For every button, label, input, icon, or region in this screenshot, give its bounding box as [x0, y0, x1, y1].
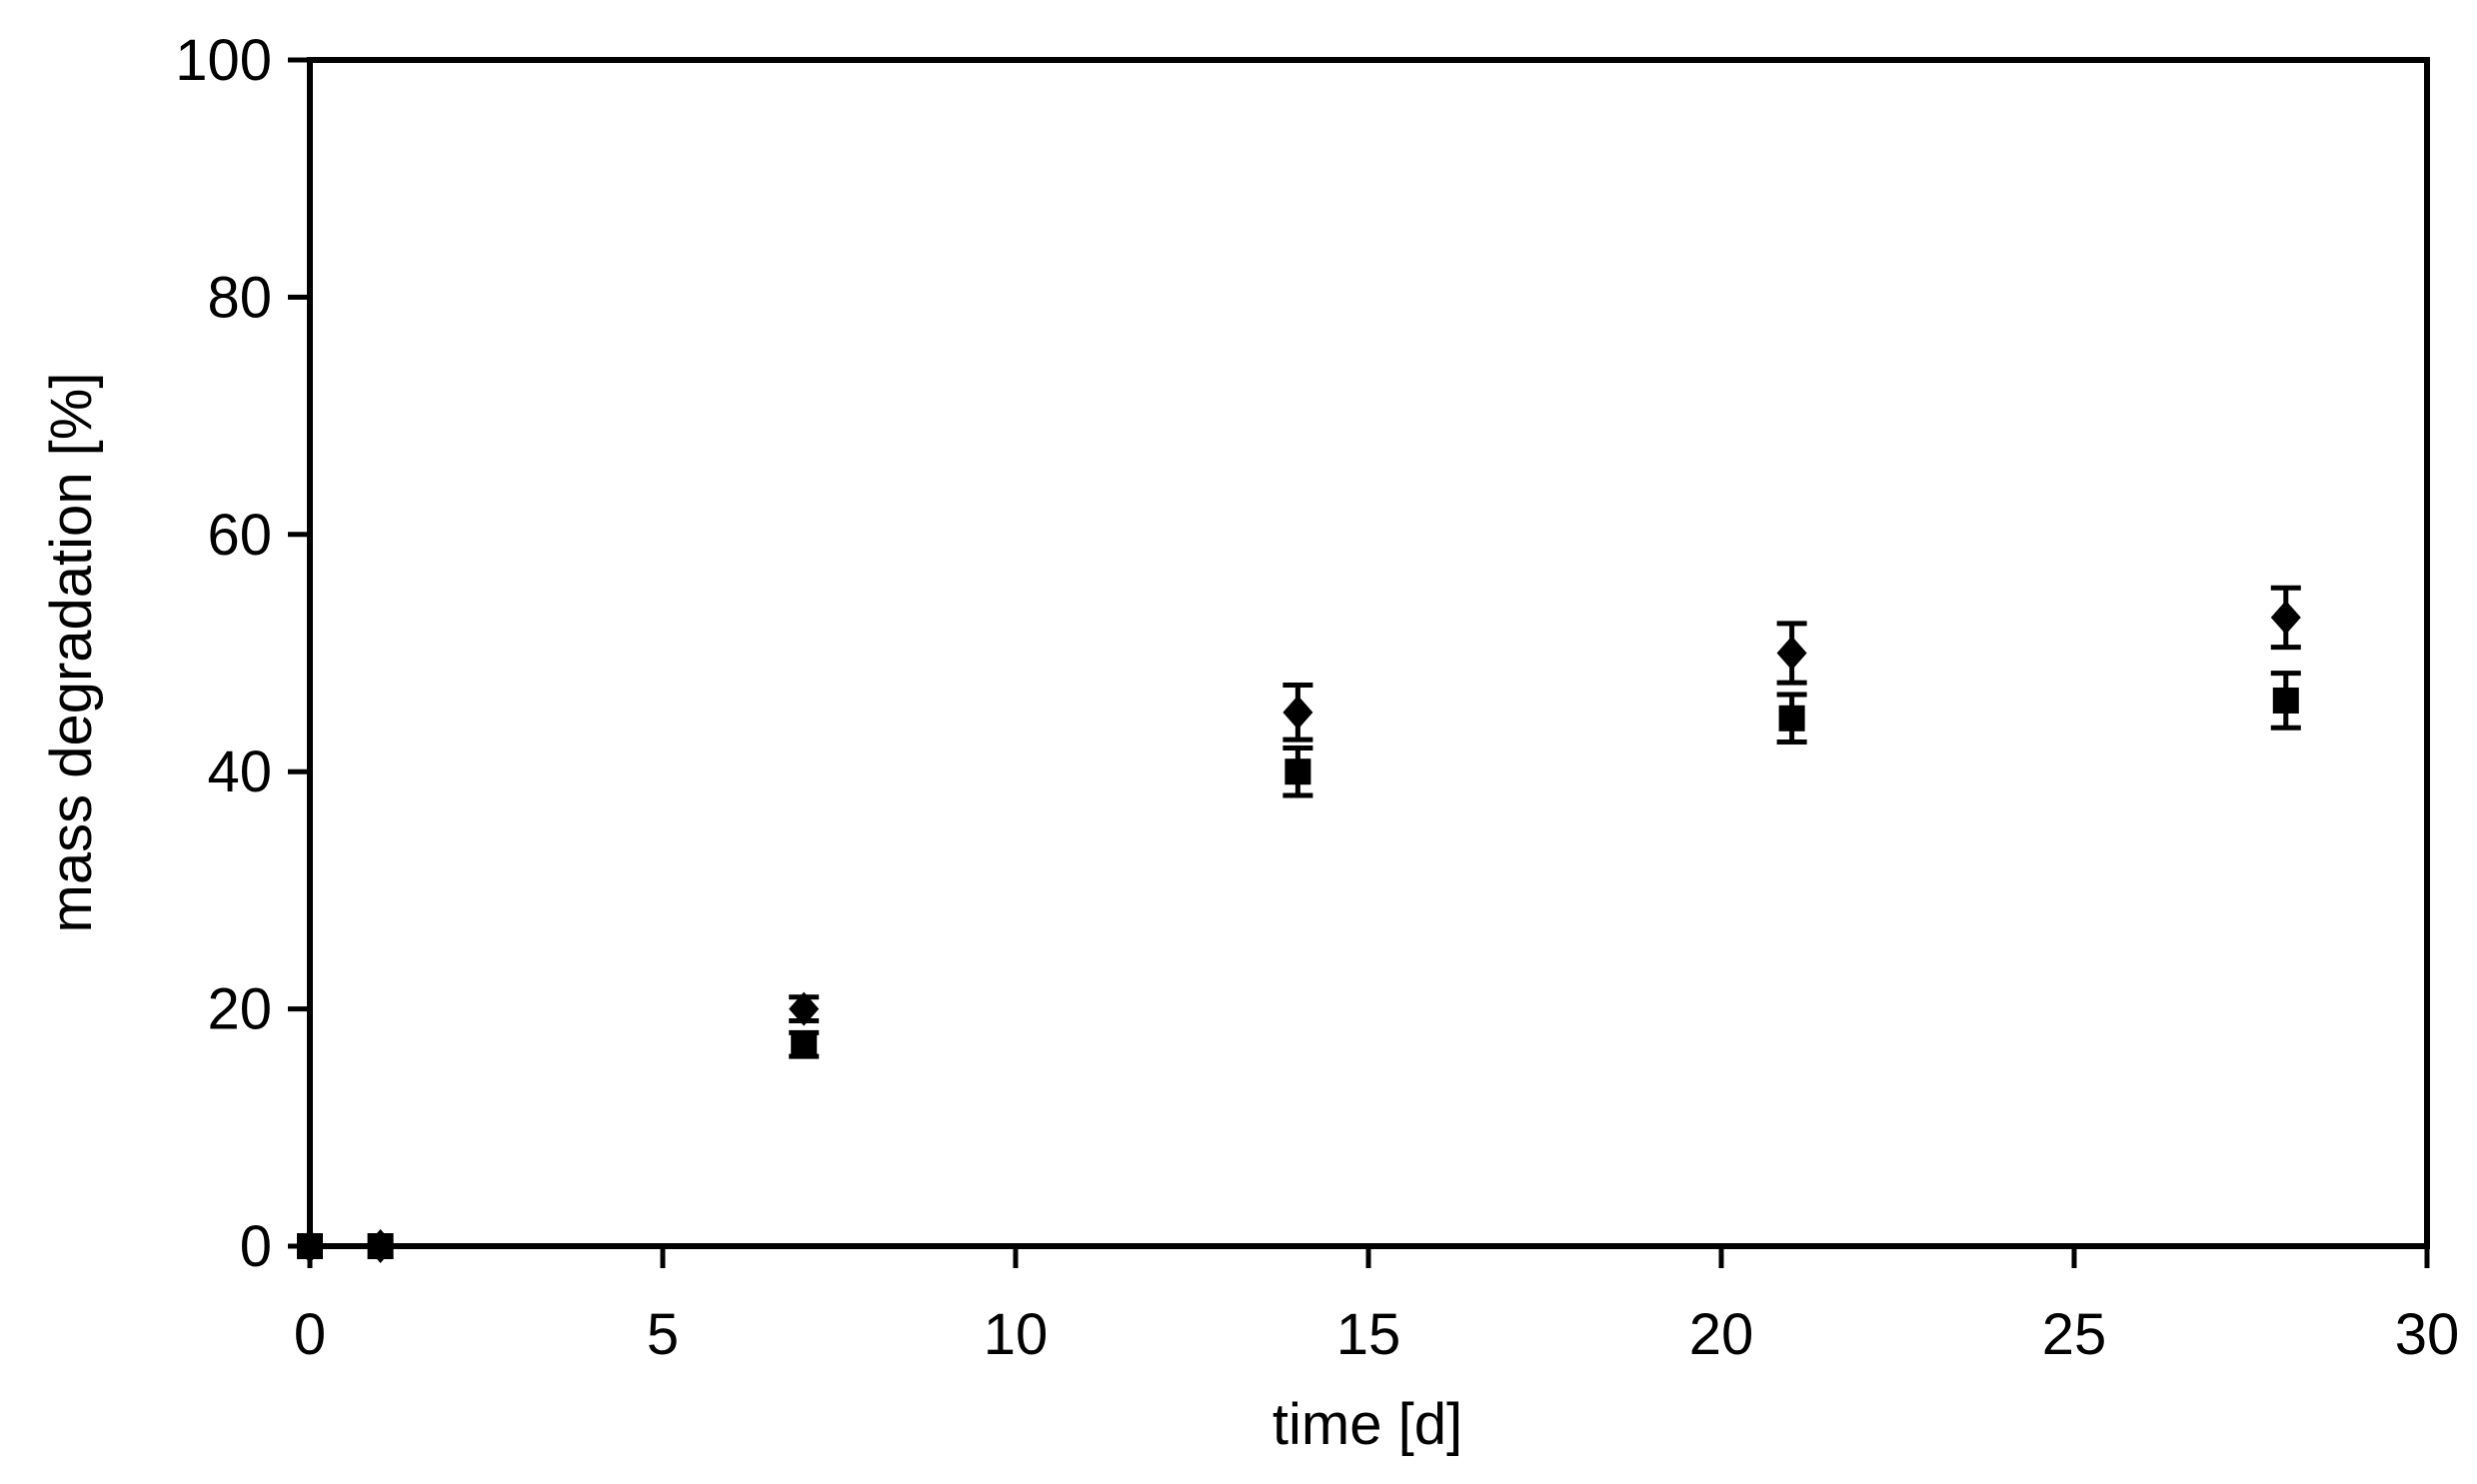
x-tick-label: 15 — [1336, 1302, 1401, 1367]
plot-frame — [307, 57, 2430, 1249]
y-tick-label: 100 — [175, 28, 272, 93]
data-point-square — [1778, 705, 1805, 732]
data-point-diamond — [2270, 600, 2301, 635]
data-point-square — [2272, 687, 2299, 714]
data-point-diamond — [1282, 695, 1313, 730]
data-point-diamond — [1776, 636, 1807, 671]
x-tick-label: 5 — [647, 1302, 679, 1367]
data-point-diamond — [789, 991, 820, 1026]
data-point-square — [297, 1233, 323, 1259]
y-tick-label: 40 — [207, 740, 272, 804]
y-tick-label: 60 — [207, 503, 272, 568]
y-tick-label: 20 — [207, 977, 272, 1042]
x-tick-label: 30 — [2395, 1302, 2460, 1367]
data-point-square — [367, 1233, 394, 1259]
y-axis-label: mass degradation [%] — [39, 372, 104, 933]
data-point-square — [1284, 758, 1311, 785]
x-tick-label: 20 — [1689, 1302, 1754, 1367]
y-tick-label: 80 — [207, 265, 272, 330]
x-tick-label: 10 — [984, 1302, 1049, 1367]
x-tick-label: 25 — [2042, 1302, 2107, 1367]
x-tick-label: 0 — [294, 1302, 326, 1367]
y-tick-label: 0 — [240, 1214, 272, 1279]
data-point-square — [791, 1031, 818, 1058]
x-axis-label: time [d] — [1271, 1392, 1463, 1457]
